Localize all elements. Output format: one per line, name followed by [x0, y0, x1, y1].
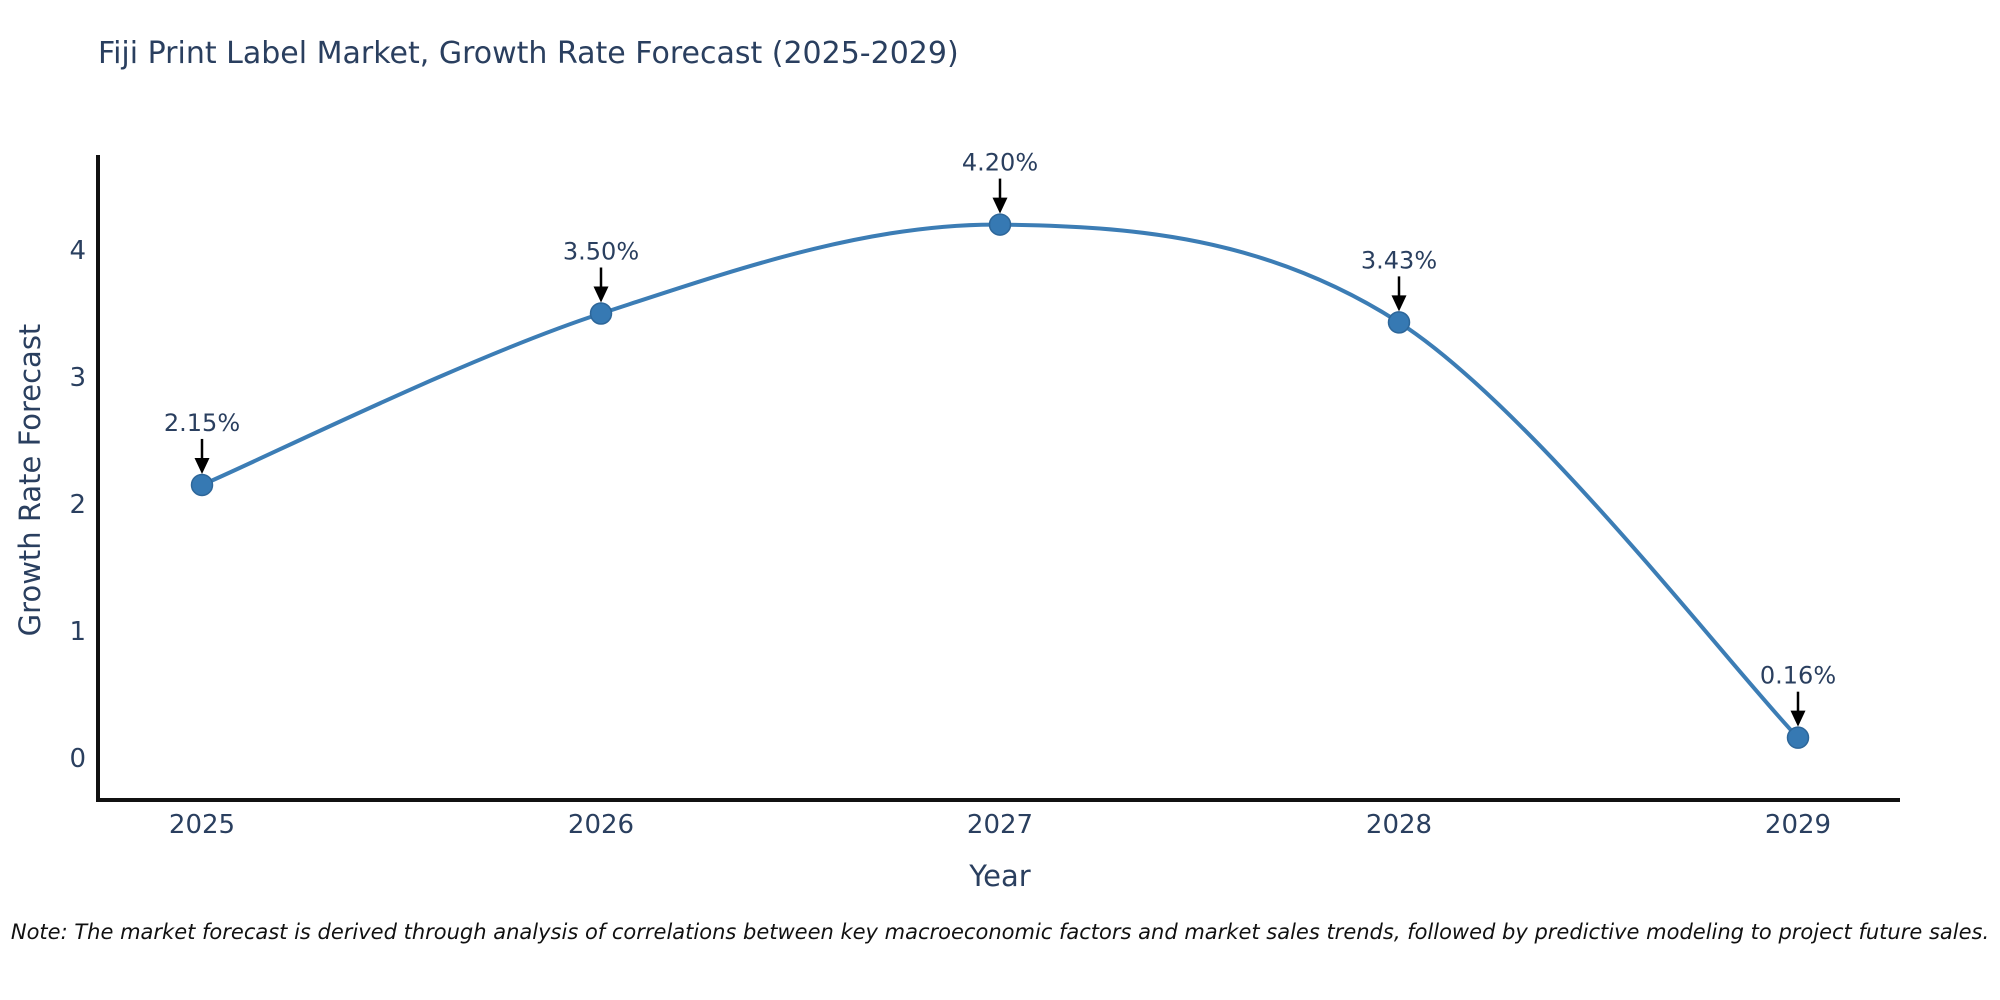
data-point-label: 0.16% — [1760, 662, 1836, 690]
annotation-arrow-head — [194, 457, 210, 474]
annotation-arrow-head — [1790, 710, 1806, 727]
data-point-label: 4.20% — [962, 149, 1038, 177]
y-tick-label: 3 — [69, 363, 86, 393]
data-point-marker — [1387, 311, 1411, 334]
data-point-label: 2.15% — [164, 409, 240, 437]
annotation-arrow-head — [1391, 295, 1407, 312]
data-point-marker — [988, 213, 1012, 236]
x-tick-label: 2026 — [568, 810, 634, 840]
x-tick-label: 2028 — [1366, 810, 1432, 840]
x-tick-label: 2027 — [967, 810, 1033, 840]
y-tick-label: 2 — [69, 490, 86, 520]
data-point-marker — [589, 302, 613, 325]
x-axis-title: Year — [969, 859, 1031, 893]
data-point-label: 3.43% — [1361, 246, 1437, 274]
data-point-label: 3.50% — [563, 238, 639, 266]
x-tick-label: 2025 — [169, 810, 235, 840]
y-tick-label: 0 — [69, 744, 86, 774]
annotation-arrow-head — [992, 197, 1008, 214]
y-tick-label: 1 — [69, 617, 86, 647]
forecast-line — [200, 222, 1800, 740]
data-point-marker — [1786, 726, 1810, 749]
chart-title: Fiji Print Label Market, Growth Rate For… — [98, 36, 959, 71]
y-tick-label: 4 — [69, 236, 86, 266]
footnote: Note: The market forecast is derived thr… — [10, 920, 1990, 944]
data-point-marker — [190, 473, 214, 497]
annotation-arrow-head — [593, 286, 609, 303]
x-tick-label: 2029 — [1765, 810, 1831, 840]
